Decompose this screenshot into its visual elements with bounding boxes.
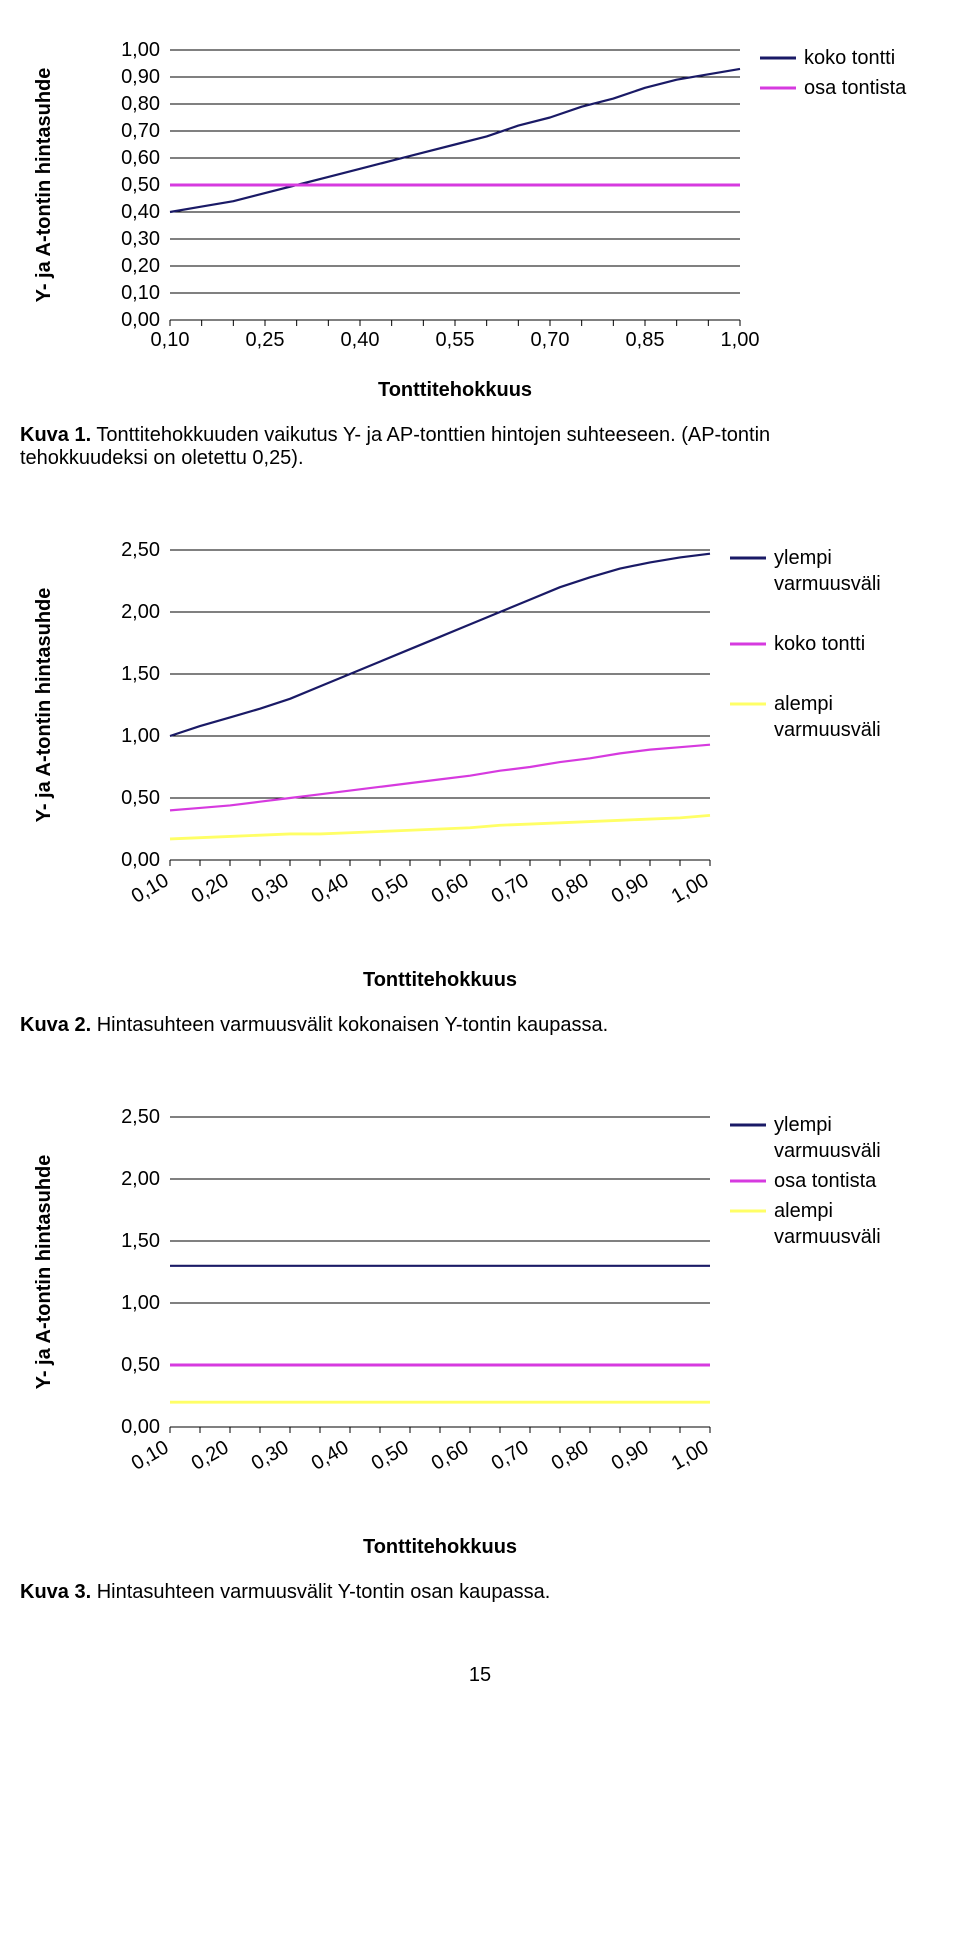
svg-text:0,10: 0,10 — [128, 1436, 173, 1475]
svg-text:0,40: 0,40 — [341, 329, 380, 351]
svg-text:0,10: 0,10 — [128, 869, 173, 908]
svg-text:0,70: 0,70 — [121, 120, 160, 142]
svg-text:0,60: 0,60 — [121, 147, 160, 169]
chart-1-block: 0,000,100,200,300,400,500,600,700,800,90… — [20, 30, 940, 470]
svg-text:1,00: 1,00 — [121, 1292, 160, 1314]
svg-text:0,00: 0,00 — [121, 1416, 160, 1438]
svg-text:alempi: alempi — [774, 693, 833, 715]
svg-text:0,50: 0,50 — [121, 787, 160, 809]
chart-3-block: 0,00 0,50 1,00 1,50 2,00 2,50 0,10 0,20 0,30 0,40… — [20, 1097, 940, 1604]
svg-text:0,00: 0,00 — [121, 309, 160, 331]
svg-text:osa tontista: osa tontista — [774, 1170, 877, 1192]
svg-text:varmuusväli: varmuusväli — [774, 719, 881, 741]
svg-text:0,50: 0,50 — [121, 174, 160, 196]
chart-3: 0,00 0,50 1,00 1,50 2,00 2,50 0,10 0,20 0,30 0,40… — [20, 1097, 940, 1567]
svg-text:varmuusväli: varmuusväli — [774, 1140, 881, 1162]
chart-1-caption: Kuva 1. Tonttitehokkuuden vaikutus Y- ja… — [20, 424, 880, 470]
svg-text:2,50: 2,50 — [121, 539, 160, 561]
svg-text:1,00: 1,00 — [121, 39, 160, 61]
svg-text:Y- ja A-tontin hintasuhde: Y- ja A-tontin hintasuhde — [33, 588, 55, 823]
svg-text:0,25: 0,25 — [246, 329, 285, 351]
svg-text:ylempi: ylempi — [774, 547, 832, 569]
svg-text:Tonttitehokkuus: Tonttitehokkuus — [378, 379, 532, 401]
svg-text:0,00: 0,00 — [121, 849, 160, 871]
svg-text:0,30: 0,30 — [121, 228, 160, 250]
svg-text:0,40: 0,40 — [121, 201, 160, 223]
page-number: 15 — [20, 1664, 940, 1687]
chart-1-caption-rest: Tonttitehokkuuden vaikutus Y- ja AP-tont… — [20, 424, 770, 469]
svg-text:0,20: 0,20 — [188, 1436, 233, 1475]
svg-text:2,00: 2,00 — [121, 601, 160, 623]
svg-text:0,90: 0,90 — [121, 66, 160, 88]
svg-text:0,70: 0,70 — [488, 869, 533, 908]
svg-text:Y- ja A-tontin hintasuhde: Y- ja A-tontin hintasuhde — [33, 68, 55, 303]
svg-text:0,80: 0,80 — [121, 93, 160, 115]
chart-3-caption-rest: Hintasuhteen varmuusvälit Y-tontin osan … — [91, 1581, 550, 1603]
chart-2: 0,00 0,50 1,00 1,50 2,00 2,50 0,10 0,20 0,30 0,40… — [20, 530, 940, 1000]
chart-2-block: 0,00 0,50 1,00 1,50 2,00 2,50 0,10 0,20 0,30 0,40… — [20, 530, 940, 1037]
svg-text:0,60: 0,60 — [428, 1436, 473, 1475]
svg-text:0,50: 0,50 — [368, 869, 413, 908]
svg-text:1,00: 1,00 — [721, 329, 760, 351]
svg-text:0,40: 0,40 — [308, 1436, 353, 1475]
chart-3-caption: Kuva 3. Hintasuhteen varmuusvälit Y-tont… — [20, 1581, 940, 1604]
svg-text:1,50: 1,50 — [121, 663, 160, 685]
svg-text:osa tontista: osa tontista — [804, 77, 907, 99]
svg-text:1,00: 1,00 — [668, 1436, 713, 1475]
svg-text:0,50: 0,50 — [121, 1354, 160, 1376]
svg-text:2,50: 2,50 — [121, 1106, 160, 1128]
svg-text:koko tontti: koko tontti — [804, 47, 895, 69]
svg-text:0,55: 0,55 — [436, 329, 475, 351]
svg-text:0,90: 0,90 — [608, 1436, 653, 1475]
svg-text:0,10: 0,10 — [151, 329, 190, 351]
svg-text:0,85: 0,85 — [626, 329, 665, 351]
chart-1-caption-bold: Kuva 1. — [20, 424, 91, 446]
svg-text:0,20: 0,20 — [121, 255, 160, 277]
svg-text:alempi: alempi — [774, 1200, 833, 1222]
svg-text:0,10: 0,10 — [121, 282, 160, 304]
svg-text:0,40: 0,40 — [308, 869, 353, 908]
svg-text:Tonttitehokkuus: Tonttitehokkuus — [363, 969, 517, 991]
svg-text:0,70: 0,70 — [488, 1436, 533, 1475]
svg-text:0,30: 0,30 — [248, 869, 293, 908]
svg-text:koko tontti: koko tontti — [774, 633, 865, 655]
chart-3-caption-bold: Kuva 3. — [20, 1581, 91, 1603]
svg-text:1,00: 1,00 — [668, 869, 713, 908]
svg-text:0,70: 0,70 — [531, 329, 570, 351]
svg-text:varmuusväli: varmuusväli — [774, 573, 881, 595]
svg-text:1,00: 1,00 — [121, 725, 160, 747]
svg-text:Tonttitehokkuus: Tonttitehokkuus — [363, 1536, 517, 1558]
chart-2-caption: Kuva 2. Hintasuhteen varmuusvälit kokona… — [20, 1014, 940, 1037]
chart-2-caption-bold: Kuva 2. — [20, 1014, 91, 1036]
chart-1: 0,000,100,200,300,400,500,600,700,800,90… — [20, 30, 940, 410]
svg-text:ylempi: ylempi — [774, 1114, 832, 1136]
svg-text:0,50: 0,50 — [368, 1436, 413, 1475]
svg-text:0,60: 0,60 — [428, 869, 473, 908]
svg-text:0,20: 0,20 — [188, 869, 233, 908]
chart-2-caption-rest: Hintasuhteen varmuusvälit kokonaisen Y-t… — [91, 1014, 608, 1036]
svg-text:0,80: 0,80 — [548, 1436, 593, 1475]
svg-text:0,80: 0,80 — [548, 869, 593, 908]
svg-text:varmuusväli: varmuusväli — [774, 1226, 881, 1248]
svg-text:0,30: 0,30 — [248, 1436, 293, 1475]
svg-text:2,00: 2,00 — [121, 1168, 160, 1190]
svg-text:Y- ja A-tontin hintasuhde: Y- ja A-tontin hintasuhde — [33, 1155, 55, 1390]
svg-text:0,90: 0,90 — [608, 869, 653, 908]
svg-text:1,50: 1,50 — [121, 1230, 160, 1252]
